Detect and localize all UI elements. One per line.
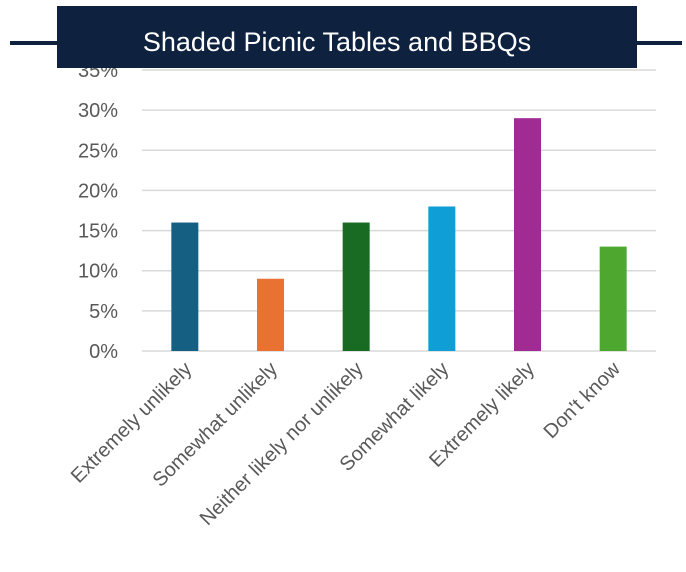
bar [171,222,199,351]
y-tick-label: 10% [78,261,118,283]
bar [428,206,456,351]
bars [171,118,627,352]
y-axis-tick-labels: 0%5%10%15%20%25%30%35% [78,60,118,363]
bar [514,118,541,352]
gridlines [142,69,656,352]
title-background [57,6,637,68]
y-tick-label: 0% [89,341,118,363]
y-tick-label: 20% [78,180,118,202]
chart-title: Shaded Picnic Tables and BBQs [143,27,531,57]
bar [599,246,627,351]
bar [342,222,370,351]
y-tick-label: 5% [89,301,118,323]
x-category-label: Don't know [540,358,625,443]
y-tick-label: 30% [78,100,118,122]
chart-title-banner: Shaded Picnic Tables and BBQs [10,6,682,68]
y-tick-label: 15% [78,221,118,243]
x-category-label: Neither likely nor unlikely [196,358,368,530]
y-tick-label: 25% [78,140,118,162]
bar [257,278,284,351]
